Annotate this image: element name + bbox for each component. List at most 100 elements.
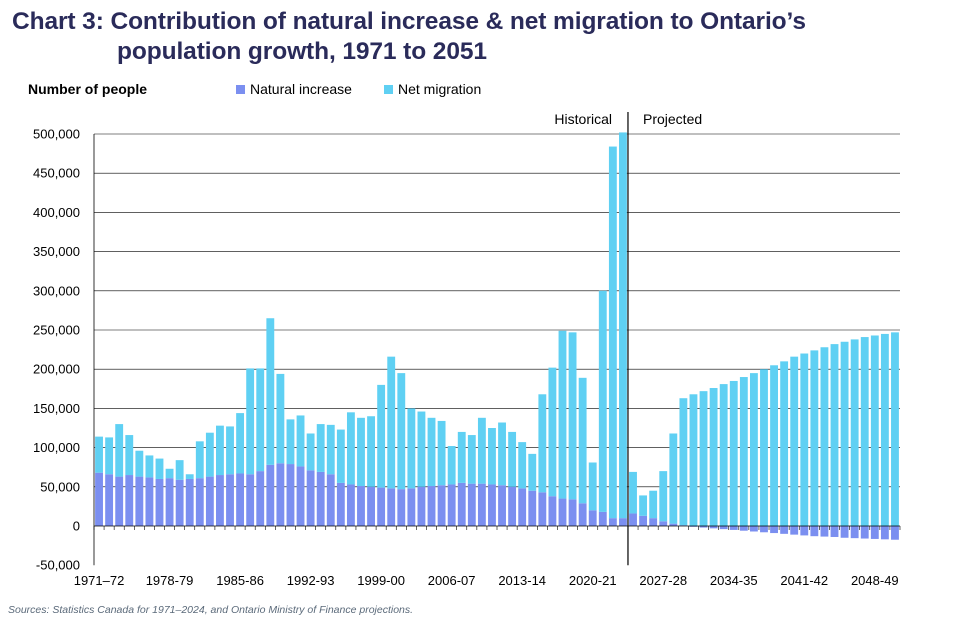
bar-net-migration bbox=[689, 394, 698, 526]
bar-natural-increase bbox=[498, 485, 506, 526]
bar-net-migration bbox=[276, 373, 285, 464]
legend-label-natural-increase: Natural increase bbox=[250, 81, 352, 97]
bar-natural-increase bbox=[800, 526, 809, 536]
bar-net-migration bbox=[155, 458, 164, 479]
bar-net-migration bbox=[749, 373, 758, 526]
x-tick-label: 2041-42 bbox=[780, 573, 828, 588]
bar-net-migration bbox=[256, 368, 265, 472]
y-tick-label: 300,000 bbox=[33, 283, 80, 298]
bar-net-migration bbox=[548, 367, 557, 497]
bar-net-migration bbox=[820, 347, 829, 526]
bar-net-migration bbox=[447, 446, 456, 485]
bar-net-migration bbox=[105, 437, 114, 475]
bar-net-migration bbox=[336, 429, 345, 483]
bar-natural-increase bbox=[367, 486, 375, 526]
bar-natural-increase bbox=[790, 526, 799, 535]
bar-net-migration bbox=[427, 417, 436, 487]
bar-net-migration bbox=[588, 462, 597, 511]
bar-natural-increase bbox=[336, 482, 345, 526]
bar-natural-increase bbox=[578, 503, 587, 526]
bar-natural-increase bbox=[316, 471, 325, 526]
bar-net-migration bbox=[326, 424, 335, 475]
bar-net-migration bbox=[780, 361, 789, 526]
bar-net-migration bbox=[669, 433, 678, 524]
bar-net-migration bbox=[800, 353, 809, 526]
bar-natural-increase bbox=[860, 526, 869, 539]
bar-net-migration bbox=[619, 132, 627, 519]
bar-natural-increase bbox=[346, 484, 355, 526]
bar-natural-increase bbox=[639, 515, 648, 526]
bar-net-migration bbox=[830, 344, 839, 526]
bar-net-migration bbox=[417, 411, 426, 487]
bar-net-migration bbox=[679, 398, 688, 526]
y-tick-label: 450,000 bbox=[33, 166, 80, 181]
bar-net-migration bbox=[266, 318, 275, 465]
bar-net-migration bbox=[639, 495, 648, 516]
bar-natural-increase bbox=[467, 483, 476, 526]
bar-natural-increase bbox=[729, 526, 738, 530]
bar-net-migration bbox=[810, 350, 819, 526]
x-tick-label: 2048-49 bbox=[851, 573, 899, 588]
bar-net-migration bbox=[437, 420, 446, 486]
bar-natural-increase bbox=[699, 526, 708, 528]
bar-natural-increase bbox=[165, 478, 174, 526]
bar-natural-increase bbox=[306, 470, 315, 526]
bar-natural-increase bbox=[477, 483, 486, 526]
bar-net-migration bbox=[457, 431, 466, 483]
bar-natural-increase bbox=[608, 518, 617, 526]
bar-net-migration bbox=[387, 356, 396, 489]
bar-net-migration bbox=[719, 384, 728, 526]
bar-net-migration bbox=[377, 384, 386, 488]
chart-title-line-2: population growth, 1971 to 2051 bbox=[117, 38, 487, 65]
bar-natural-increase bbox=[95, 472, 103, 526]
x-tick-label: 1971–72 bbox=[74, 573, 125, 588]
bar-net-migration bbox=[316, 424, 325, 472]
bar-net-migration bbox=[125, 435, 134, 476]
bar-natural-increase bbox=[850, 526, 859, 539]
bar-natural-increase bbox=[649, 518, 658, 526]
bar-net-migration bbox=[870, 335, 879, 526]
bar-natural-increase bbox=[558, 498, 567, 526]
bar-natural-increase bbox=[226, 474, 234, 526]
bar-natural-increase bbox=[659, 521, 668, 526]
bar-natural-increase bbox=[598, 511, 607, 526]
bars bbox=[95, 132, 899, 540]
legend-item-natural-increase: Natural increase bbox=[236, 81, 352, 97]
bar-natural-increase bbox=[256, 471, 265, 526]
y-tick-label: 400,000 bbox=[33, 205, 80, 220]
x-tick-label: 2006-07 bbox=[428, 573, 476, 588]
bar-natural-increase bbox=[326, 474, 335, 526]
bar-net-migration bbox=[306, 433, 315, 471]
bar-natural-increase bbox=[125, 475, 134, 526]
bar-natural-increase bbox=[830, 526, 839, 537]
y-tick-label: 100,000 bbox=[33, 440, 80, 455]
bar-net-migration bbox=[598, 290, 607, 512]
bar-natural-increase bbox=[417, 486, 426, 526]
y-tick-label: 350,000 bbox=[33, 244, 80, 259]
y-axis-ticks: -50,000 0 50,000 100,000 150,000 200,000 250,0… bbox=[33, 127, 80, 573]
y-tick-label: -50,000 bbox=[36, 558, 80, 573]
bar-natural-increase bbox=[377, 487, 386, 526]
y-tick-label: 200,000 bbox=[33, 362, 80, 377]
bar-net-migration bbox=[488, 428, 496, 485]
bar-net-migration bbox=[367, 416, 375, 487]
bar-natural-increase bbox=[870, 526, 879, 539]
bar-net-migration bbox=[518, 442, 527, 489]
bar-net-migration bbox=[891, 332, 899, 526]
bar-natural-increase bbox=[518, 488, 527, 526]
x-axis-ticks: 1971–72 1978-79 1985-86 1992-93 1999-00 2006-… bbox=[74, 526, 901, 588]
bar-net-migration bbox=[629, 471, 637, 514]
bar-net-migration bbox=[770, 365, 778, 526]
x-tick-label: 1978-79 bbox=[146, 573, 194, 588]
bar-natural-increase bbox=[357, 486, 365, 526]
bar-net-migration bbox=[135, 450, 144, 477]
bar-natural-increase bbox=[619, 518, 627, 526]
bar-natural-increase bbox=[719, 526, 728, 530]
bar-net-migration bbox=[659, 471, 668, 522]
bar-natural-increase bbox=[175, 479, 184, 526]
bar-net-migration bbox=[850, 339, 859, 526]
bar-net-migration bbox=[840, 341, 849, 526]
bar-net-migration bbox=[608, 146, 617, 519]
x-tick-label: 2027-28 bbox=[639, 573, 687, 588]
